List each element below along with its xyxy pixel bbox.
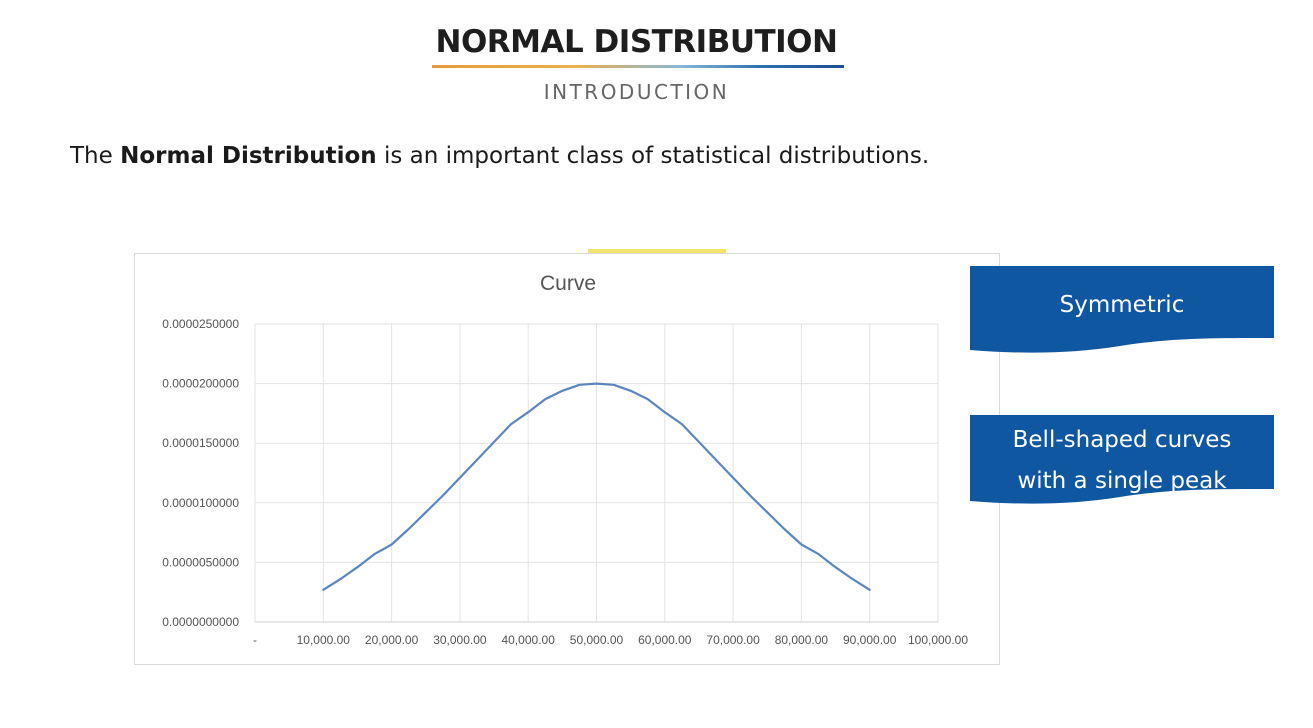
intro-bold-term: Normal Distribution (120, 143, 377, 169)
curve-series-line (322, 382, 871, 591)
x-tick-label: - (253, 633, 257, 647)
page-title: NORMAL DISTRIBUTION (435, 24, 838, 60)
x-tick-label: 50,000.00 (570, 633, 624, 647)
y-tick-label: 0.0000150000 (162, 436, 239, 450)
callout-symmetric: Symmetric (970, 266, 1274, 358)
callout-banner-shape (970, 266, 1274, 353)
callout-bell-shaped-line1: Bell-shaped curves (1012, 427, 1232, 453)
callout-symmetric-text: Symmetric (1059, 292, 1185, 318)
callout-bell-shaped-line2: with a single peak (1017, 468, 1227, 494)
highlight-bar (588, 249, 726, 254)
intro-suffix: is an important class of statistical dis… (376, 143, 930, 169)
title-underline (432, 65, 844, 68)
x-tick-label: 40,000.00 (502, 633, 556, 647)
x-tick-label: 90,000.00 (843, 633, 897, 647)
x-tick-label: 60,000.00 (638, 633, 692, 647)
x-tick-label: 70,000.00 (706, 633, 760, 647)
callout-banner-shape (970, 415, 1274, 504)
x-tick-label: 30,000.00 (433, 633, 487, 647)
y-tick-label: 0.0000100000 (162, 496, 239, 510)
intro-text: The Normal Distribution is an important … (70, 143, 929, 169)
callout-bell-shaped: Bell-shaped curves with a single peak (970, 415, 1274, 507)
x-tick-label: 80,000.00 (775, 633, 829, 647)
y-tick-label: 0.0000050000 (162, 555, 239, 569)
chart-title: Curve (539, 272, 597, 295)
x-tick-label: 20,000.00 (365, 633, 419, 647)
x-tick-label: 100,000.00 (908, 633, 968, 647)
chart-plot: 0.0000000000 0.0000050000 0.0000100000 0.00… (162, 317, 968, 647)
y-tick-label: 0.0000250000 (162, 317, 239, 331)
chart-panel: Curve 0.0000000000 0.0000050000 0.00001000… (134, 253, 1000, 665)
y-tick-label: 0.0000200000 (162, 377, 239, 391)
page-subtitle: INTRODUCTION (543, 80, 730, 104)
x-tick-label: 10,000.00 (297, 633, 351, 647)
intro-prefix: The (70, 143, 121, 169)
y-tick-label: 0.0000000000 (162, 615, 239, 629)
